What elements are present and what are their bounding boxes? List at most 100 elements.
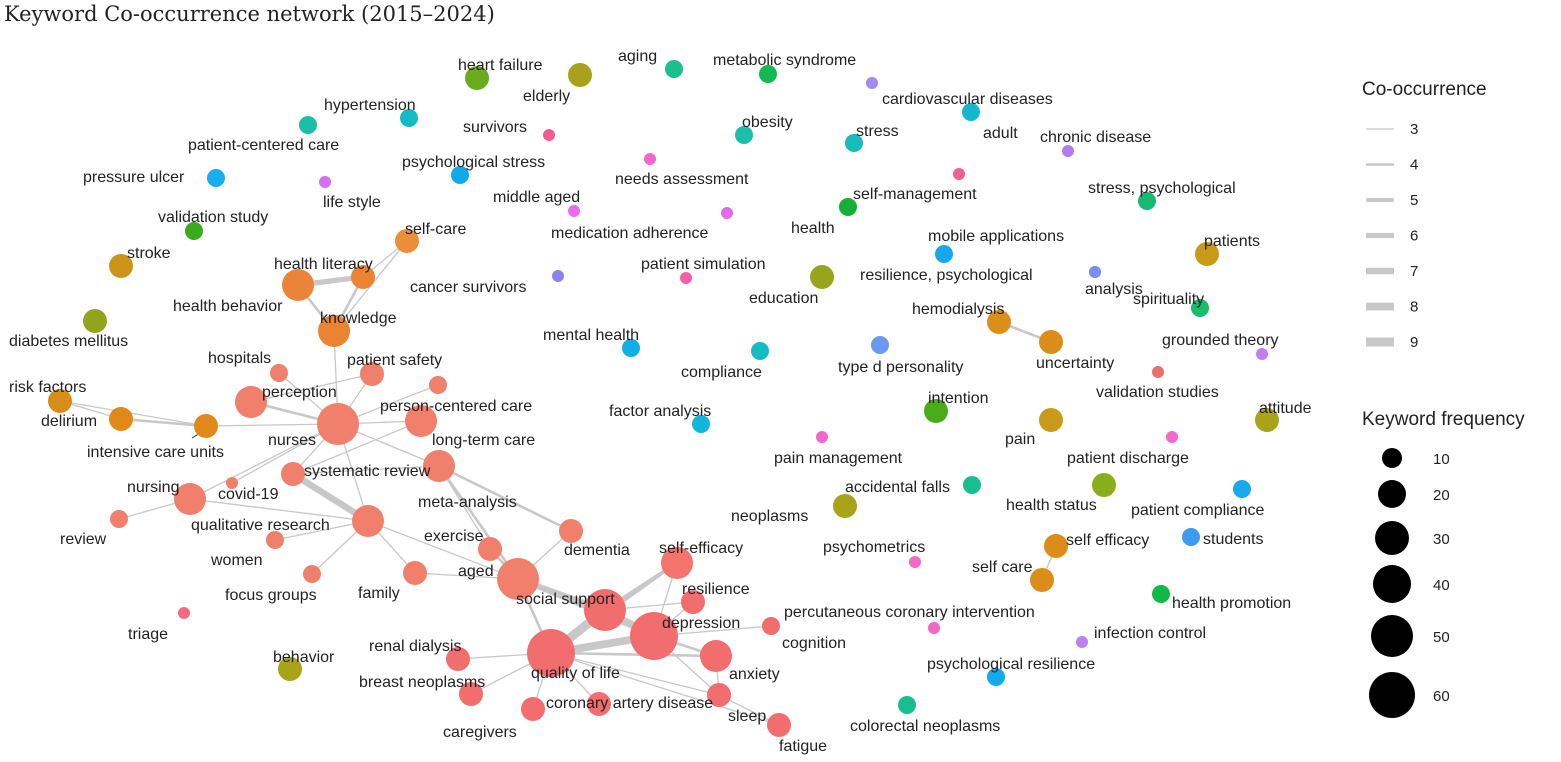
- node-attitude: [1255, 408, 1279, 432]
- node-self-efficacy: [1044, 534, 1068, 558]
- edge-meta-analysis--aged: [437, 465, 520, 580]
- edge-quality-of-life--sleep: [550, 652, 720, 696]
- node-spirituality: [1191, 299, 1209, 317]
- node-legend-circle-10: [1382, 448, 1402, 468]
- node-label-cancer-survivors: cancer survivors: [410, 279, 526, 296]
- node-label-systematic-review: systematic review: [304, 463, 431, 480]
- node-label-analysis: analysis: [1085, 281, 1143, 298]
- node-label-sleep: sleep: [728, 708, 766, 725]
- node-stress-psychological: [1138, 192, 1156, 210]
- node-label-fatigue: fatigue: [779, 738, 827, 755]
- node-legend-label-50: 50: [1433, 629, 1450, 646]
- node-label-patient-discharge: patient discharge: [1067, 450, 1189, 467]
- node-social-support: [584, 589, 626, 631]
- edge-intensive-care-units--nurses: [205, 423, 339, 427]
- node-hospitals: [270, 364, 288, 382]
- node-label-needs-assessment: needs assessment: [615, 171, 749, 188]
- node-label-anxiety: anxiety: [729, 666, 780, 683]
- node-label-long-term-care: long-term care: [432, 432, 535, 449]
- node-label-psychological-resilience: psychological resilience: [927, 656, 1095, 673]
- node-label-risk-factors: risk factors: [9, 379, 86, 396]
- node-infection-control: [1076, 636, 1088, 648]
- node-label-patients: patients: [1204, 233, 1260, 250]
- node-label-health-promotion: health promotion: [1172, 595, 1291, 612]
- node-pressure-ulcer: [207, 169, 225, 187]
- edge-legend-label-8: 8: [1410, 299, 1418, 316]
- node-legend-label-30: 30: [1433, 531, 1450, 548]
- node-students: [1182, 528, 1200, 546]
- node-label-patient-safety: patient safety: [347, 352, 442, 369]
- node-sleep: [707, 683, 731, 707]
- node-intention: [924, 399, 948, 423]
- node-legend-items: 10 20 30 40 50 60: [1369, 448, 1450, 718]
- node-delirium: [109, 407, 133, 431]
- node-depression: [630, 612, 678, 660]
- node-label-spirituality: spirituality: [1133, 291, 1204, 308]
- node-label-self-care: self care: [972, 559, 1033, 576]
- node-nurses: [317, 403, 359, 445]
- edge-legend-label-7: 7: [1410, 263, 1418, 280]
- node-mental-health: [622, 339, 640, 357]
- node-label-students: students: [1203, 531, 1263, 548]
- node-label-mental-health: mental health: [543, 327, 639, 344]
- node-label-stress: stress: [856, 123, 899, 140]
- node-life-style: [319, 176, 331, 188]
- node-patient-centered-care: [299, 116, 317, 134]
- node-medication-adherence: [721, 207, 733, 219]
- node-aged: [497, 558, 539, 600]
- node-patients: [1195, 242, 1219, 266]
- edge-legend-label-6: 6: [1410, 228, 1418, 245]
- node-label-diabetes-mellitus: diabetes mellitus: [9, 333, 128, 350]
- node-label-intensive-care-units: intensive care units: [87, 444, 224, 461]
- node-legend-label-40: 40: [1433, 577, 1450, 594]
- node-label-knowledge: knowledge: [320, 310, 397, 327]
- node-label-family: family: [358, 585, 400, 602]
- node-label-dementia: dementia: [564, 542, 630, 559]
- edge-qualitative-research--aged: [367, 520, 519, 580]
- node-label-elderly: elderly: [523, 88, 570, 105]
- node-diabetes-mellitus: [83, 309, 107, 333]
- node-behavior: [278, 657, 302, 681]
- node-label-self-efficacy: self-efficacy: [659, 540, 743, 557]
- edge-legend-label-5: 5: [1410, 192, 1418, 209]
- node-stress: [845, 134, 863, 152]
- node-family: [403, 561, 427, 585]
- node-label-self-management: self-management: [853, 186, 977, 203]
- node-label-survivors: survivors: [463, 119, 527, 136]
- node-caregivers: [521, 697, 545, 721]
- node-hypertension: [400, 109, 418, 127]
- node-quality-of-life: [527, 629, 575, 677]
- node-label-neoplasms: neoplasms: [731, 508, 808, 525]
- node-label-uncertainty: uncertainty: [1036, 355, 1114, 372]
- edge-nurses--nursing: [189, 423, 339, 500]
- node-systematic-review: [281, 462, 305, 486]
- node-label-health-behavior: health behavior: [173, 298, 283, 315]
- node-psychometrics: [909, 556, 921, 568]
- node-elderly: [568, 63, 592, 87]
- node-needs-assessment: [644, 153, 656, 165]
- node-label-percutaneous-coronary-intervention: percutaneous coronary intervention: [784, 604, 1035, 621]
- node-triage: [178, 607, 190, 619]
- nodes-layer: [48, 60, 1279, 737]
- node-qualitative-research: [352, 505, 384, 537]
- node-percutaneous-coronary-intervention: [928, 622, 940, 634]
- node-legend-label-20: 20: [1433, 487, 1450, 504]
- node-uncertainty: [1039, 330, 1063, 354]
- node-colorectal-neoplasms: [898, 696, 916, 714]
- node-label-self-efficacy: self efficacy: [1066, 532, 1149, 549]
- node-self-care: [1030, 568, 1054, 592]
- node-label-meta-analysis: meta-analysis: [418, 494, 517, 511]
- node-label-renal-dialysis: renal dialysis: [369, 638, 461, 655]
- node-label-resilience: resilience: [682, 581, 750, 598]
- node-label-education: education: [749, 290, 818, 307]
- labels-layer: heart failure elderly aging metabolic syndr…: [9, 48, 1312, 755]
- node-label-validation-studies: validation studies: [1096, 384, 1219, 401]
- node-long-term-care: [405, 405, 437, 437]
- node-validation-study: [185, 222, 203, 240]
- node-label-psychometrics: psychometrics: [823, 539, 925, 556]
- node-label-obesity: obesity: [742, 114, 793, 131]
- node-label-cardiovascular-diseases: cardiovascular diseases: [882, 91, 1053, 108]
- node-label-grounded-theory: grounded theory: [1162, 332, 1279, 349]
